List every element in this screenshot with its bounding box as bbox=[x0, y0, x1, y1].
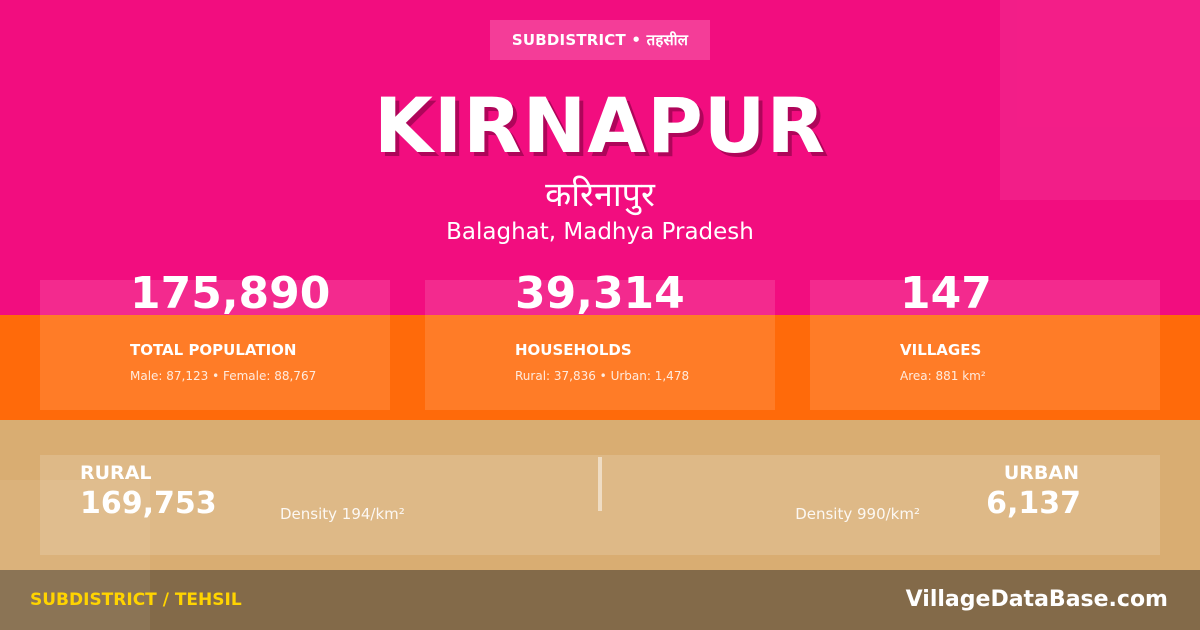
footer-category: SUBDISTRICT / TEHSIL bbox=[30, 590, 242, 610]
stat-value: 147 bbox=[900, 268, 992, 319]
urban-density: Density 990/km² bbox=[795, 505, 920, 523]
stat-card-villages: 147 VILLAGES Area: 881 km² bbox=[810, 268, 1160, 410]
urban-label: URBAN bbox=[1003, 462, 1079, 484]
decorative-square-top-right bbox=[1000, 0, 1200, 200]
header-background bbox=[0, 0, 1200, 315]
stat-label: HOUSEHOLDS bbox=[515, 341, 632, 359]
footer-background bbox=[0, 570, 1200, 630]
stat-value: 39,314 bbox=[515, 268, 685, 319]
stat-sub: Male: 87,123 • Female: 88,767 bbox=[130, 369, 317, 383]
stat-value: 175,890 bbox=[130, 268, 331, 319]
stat-sub: Rural: 37,836 • Urban: 1,478 bbox=[515, 369, 690, 383]
rural-value: 169,753 bbox=[80, 486, 217, 521]
location-subtitle: Balaghat, Madhya Pradesh bbox=[446, 219, 754, 245]
stats-background-band bbox=[0, 315, 1200, 420]
stat-label: VILLAGES bbox=[900, 341, 982, 359]
rural-label: RURAL bbox=[80, 462, 152, 484]
stat-sub: Area: 881 km² bbox=[900, 369, 986, 383]
rural-urban-panel: RURAL 169,753 Density 194/km² Density 99… bbox=[40, 455, 1160, 555]
page-title: KIRNAPUR bbox=[373, 81, 827, 170]
rural-urban-divider bbox=[598, 457, 602, 511]
rural-density: Density 194/km² bbox=[280, 505, 405, 523]
urban-value: 6,137 bbox=[986, 486, 1081, 521]
footer-site-logo[interactable]: VillageDataBase.com bbox=[905, 587, 1168, 612]
decorative-square-bottom-left bbox=[0, 480, 150, 630]
page-title-native: करिनापुर bbox=[545, 175, 655, 215]
stat-label: TOTAL POPULATION bbox=[130, 341, 297, 359]
stat-card-total-population: 175,890 TOTAL POPULATION Male: 87,123 • … bbox=[40, 268, 390, 410]
category-badge: SUBDISTRICT • तहसील bbox=[490, 20, 710, 60]
stat-card-households: 39,314 HOUSEHOLDS Rural: 37,836 • Urban:… bbox=[425, 268, 775, 410]
